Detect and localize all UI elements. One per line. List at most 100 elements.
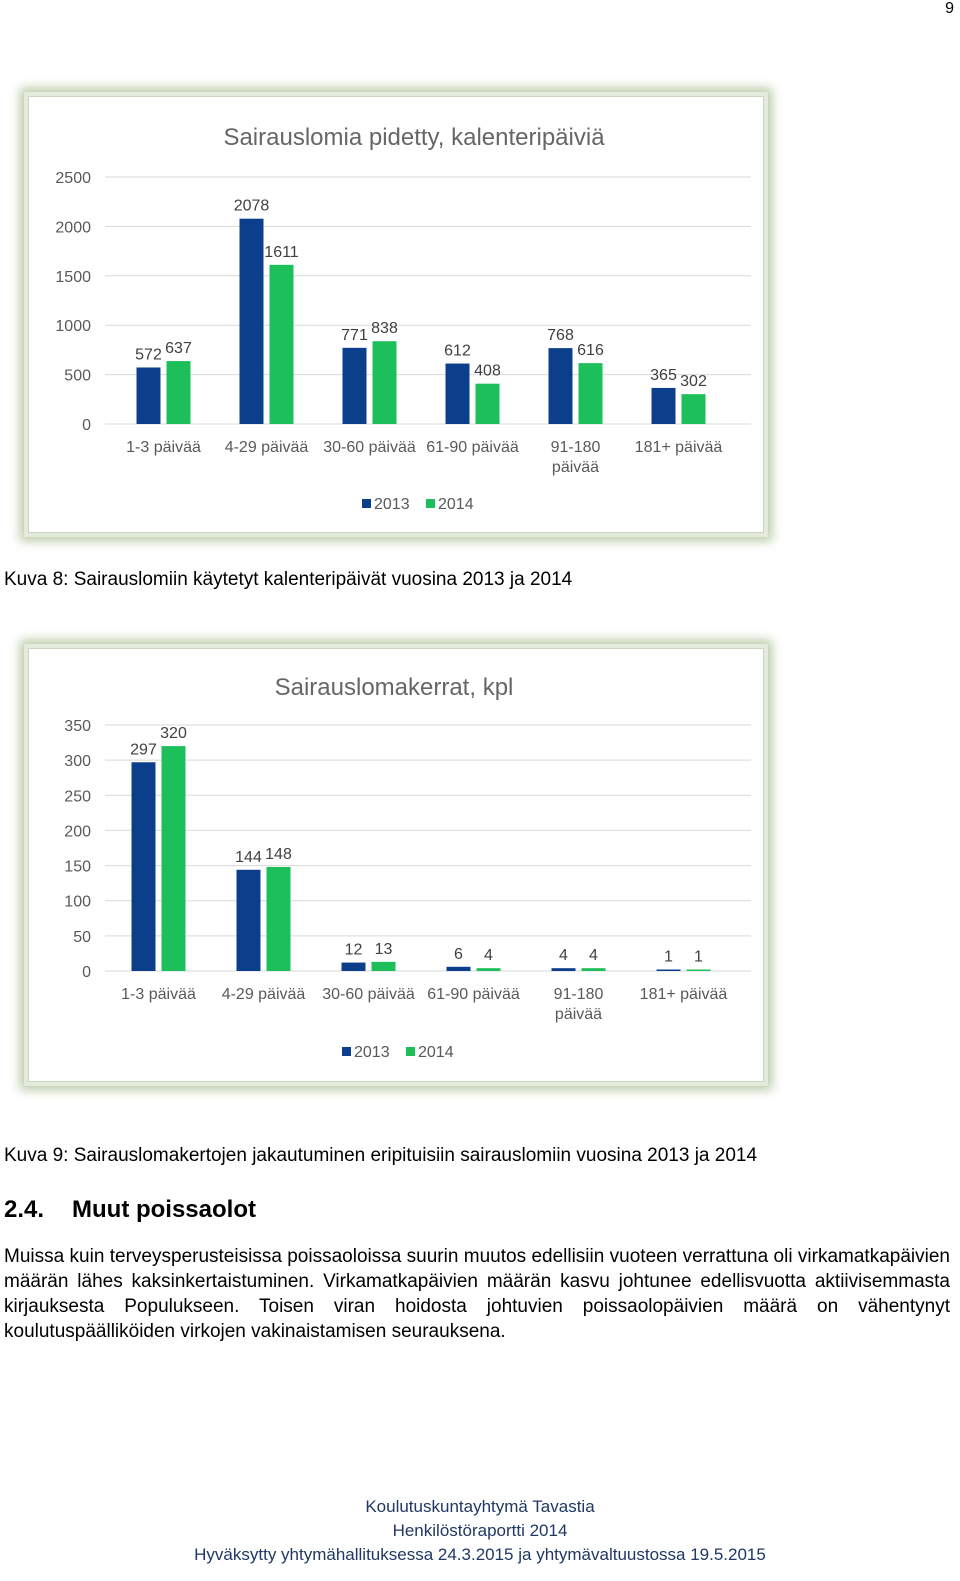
section-heading: 2.4. Muut poissaolot [4,1196,256,1224]
bar-2014 [681,394,706,424]
bar-2013 [656,969,681,971]
data-label: 4 [484,947,493,964]
bar-2014 [161,746,186,971]
data-label: 13 [375,941,393,958]
data-label: 768 [547,327,574,344]
bar-2013 [131,762,156,971]
data-label: 302 [680,373,707,390]
category-label: päivää [555,1006,602,1023]
figure-9-caption: Kuva 9: Sairauslomakertojen jakautuminen… [4,1145,758,1166]
data-label: 771 [341,327,368,344]
y-tick-label: 350 [64,718,91,735]
y-tick-label: 0 [82,964,91,981]
category-label: 91-180 [554,986,604,1003]
bar-2014 [578,363,603,424]
footer-org: Koulutuskuntayhtymä Tavastia [365,1497,595,1516]
bar-2014 [269,264,294,424]
bar-2013 [551,968,576,971]
category-label: päivää [552,459,599,476]
data-label: 144 [235,849,262,866]
y-tick-label: 250 [64,788,91,805]
legend-swatch-2014 [406,1047,415,1056]
chart-sick-leave-counts-svg: Sairauslomakerrat, kpl 0 50 100 150 200 250 300… [64,674,751,1061]
y-tick-label: 2500 [55,170,91,187]
data-label: 612 [444,343,471,360]
category-label: 30-60 päivää [322,986,415,1003]
bar-2013 [236,869,261,971]
section-number: 2.4. [4,1196,45,1223]
chart-title: Sairauslomakerrat, kpl [275,674,514,701]
bar-2013 [446,966,471,971]
section-title: Muut poissaolot [72,1196,256,1223]
category-label: 61-90 päivää [427,986,520,1003]
bar-2014 [166,361,191,424]
bar-2013 [548,348,573,424]
data-label: 408 [474,363,501,380]
data-label: 637 [165,340,192,357]
legend-label: 2014 [418,1044,454,1061]
y-tick-label: 50 [73,929,91,946]
data-label: 1611 [264,244,299,261]
page-number: 9 [945,0,954,17]
data-label: 2078 [234,198,270,215]
bar-2014 [476,968,501,971]
legend-swatch-2013 [342,1047,351,1056]
legend-label: 2013 [354,1044,390,1061]
data-label: 320 [160,725,187,742]
y-tick-label: 100 [64,894,91,911]
chart-title: Sairauslomia pidetty, kalenteripäiviä [223,124,605,151]
category-label: 1-3 päivää [121,986,196,1003]
data-label: 4 [559,947,568,964]
bar-2014 [372,341,397,424]
data-label: 365 [650,367,677,384]
category-label: 1-3 päivää [126,439,201,456]
category-label: 4-29 päivää [222,986,306,1003]
category-label: 91-180 [551,439,601,456]
data-label: 616 [577,342,604,359]
y-tick-label: 1500 [55,269,91,286]
bar-2014 [686,969,711,971]
y-tick-label: 200 [64,823,91,840]
data-label: 572 [135,346,162,363]
y-tick-label: 300 [64,753,91,770]
chart-sick-leave-days: Sairauslomia pidetty, kalenteripäiviä 0 50… [28,96,764,533]
y-tick-label: 500 [64,368,91,385]
y-tick-label: 150 [64,859,91,876]
category-label: 181+ päivää [635,439,723,456]
category-label: 61-90 päivää [426,439,519,456]
data-label: 148 [265,846,292,863]
category-label: 30-60 päivää [323,439,416,456]
footer-approval: Hyväksytty yhtymähallituksessa 24.3.2015… [194,1545,766,1564]
data-label: 4 [589,947,598,964]
chart-sick-leave-days-svg: Sairauslomia pidetty, kalenteripäiviä 0 50… [55,124,751,513]
legend-label: 2013 [374,496,410,513]
section-paragraph: Muissa kuin terveysperusteisissa poissao… [4,1246,950,1342]
data-label: 297 [130,741,157,758]
legend-label: 2014 [438,496,474,513]
y-tick-label: 0 [82,417,91,434]
y-tick-label: 2000 [55,219,91,236]
bar-2013 [445,363,470,424]
data-label: 1 [664,949,673,966]
data-label: 838 [371,320,398,337]
legend-swatch-2014 [426,499,435,508]
bar-2014 [266,866,291,971]
bar-2014 [371,961,396,971]
category-label: 181+ päivää [640,986,728,1003]
legend-swatch-2013 [362,499,371,508]
bar-2013 [342,347,367,424]
data-label: 1 [694,949,703,966]
data-label: 12 [345,942,363,959]
y-tick-label: 1000 [55,318,91,335]
bar-2013 [651,387,676,424]
bar-2014 [581,968,606,971]
chart-sick-leave-counts: Sairauslomakerrat, kpl 0 50 100 150 200 250 300… [28,648,764,1082]
category-label: 4-29 päivää [225,439,309,456]
bar-2014 [475,383,500,424]
footer-report: Henkilöstöraportti 2014 [392,1521,568,1540]
bar-2013 [341,962,366,971]
figure-8-caption: Kuva 8: Sairauslomiin käytetyt kalenteri… [4,569,573,590]
bar-2013 [136,367,161,424]
data-label: 6 [454,946,463,963]
bar-2013 [239,218,264,424]
